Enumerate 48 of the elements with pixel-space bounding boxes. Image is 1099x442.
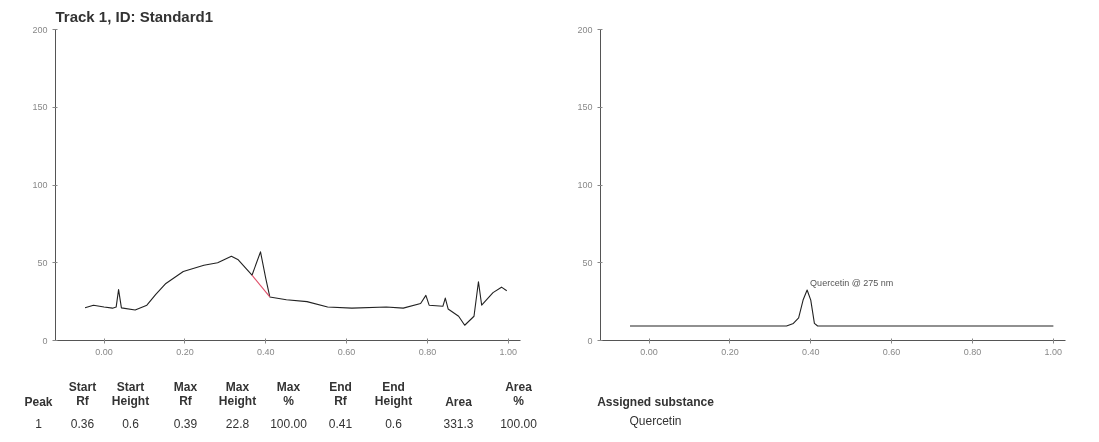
x-tick-label: 0.60 bbox=[882, 346, 901, 357]
text: 0.6 bbox=[122, 416, 140, 431]
text: Area bbox=[445, 394, 473, 409]
text: 100.00 bbox=[270, 416, 308, 431]
text: 1 bbox=[35, 416, 43, 431]
text: 0.39 bbox=[173, 416, 198, 431]
text: 331.3 bbox=[443, 416, 474, 431]
text: 100.00 bbox=[500, 416, 538, 431]
x-tick-label: 0.60 bbox=[337, 346, 356, 357]
x-tick-label: 0.40 bbox=[257, 346, 275, 357]
y-tick-label: 200 bbox=[32, 24, 48, 35]
chart-title: Track 1, ID: Standard1 bbox=[55, 7, 214, 25]
x-tick-label: 1.00 bbox=[499, 346, 518, 357]
text: Quercetin bbox=[629, 413, 682, 428]
y-tick-label: 100 bbox=[577, 180, 593, 190]
text: Max Height bbox=[218, 379, 257, 409]
text: Start Height bbox=[111, 379, 150, 409]
x-tick-label: 0.20 bbox=[721, 346, 739, 357]
x-tick-label: 0.40 bbox=[802, 346, 820, 357]
text: End Height bbox=[374, 379, 413, 409]
text: 0.41 bbox=[328, 416, 353, 431]
line-series bbox=[84, 251, 508, 326]
y-tick-label: 150 bbox=[32, 102, 48, 113]
text: Area % bbox=[505, 379, 533, 409]
line-series bbox=[629, 289, 1054, 327]
x-tick-label: 0.20 bbox=[176, 346, 194, 357]
text: Max Rf bbox=[173, 379, 198, 409]
text: Max % bbox=[276, 379, 301, 409]
text: End Rf bbox=[329, 379, 352, 409]
x-tick-label: 1.00 bbox=[1044, 346, 1063, 357]
text: Start Rf bbox=[68, 379, 97, 409]
x-tick-label: 0.00 bbox=[640, 346, 658, 357]
text: Peak bbox=[24, 394, 53, 409]
y-tick-label: 150 bbox=[577, 102, 593, 113]
y-tick-label: 50 bbox=[37, 257, 48, 268]
x-tick-label: 0.00 bbox=[95, 346, 113, 357]
y-tick-label: 100 bbox=[32, 180, 48, 190]
annotation: Quercetin @ 275 nm bbox=[810, 277, 894, 288]
y-tick-label: 0 bbox=[587, 335, 593, 346]
text: Assigned substance bbox=[597, 394, 715, 409]
x-tick-label: 0.80 bbox=[963, 346, 982, 357]
x-tick-label: 0.80 bbox=[418, 346, 437, 357]
text: 22.8 bbox=[225, 416, 250, 431]
text: 0.36 bbox=[70, 416, 95, 431]
y-tick-label: 200 bbox=[577, 24, 593, 35]
y-tick-label: 0 bbox=[42, 335, 48, 346]
y-tick-label: 50 bbox=[582, 257, 593, 268]
text: 0.6 bbox=[385, 416, 403, 431]
